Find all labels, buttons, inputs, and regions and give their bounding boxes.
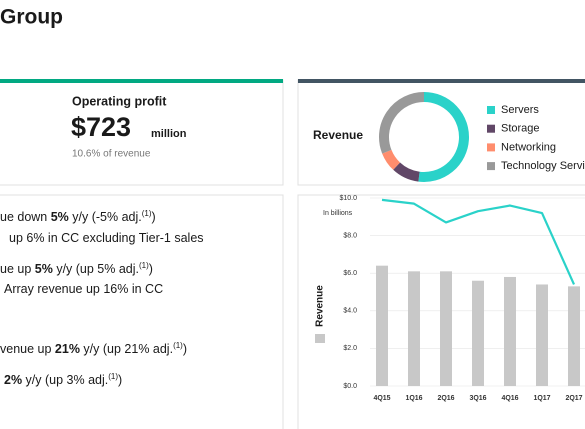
text: ) bbox=[152, 210, 156, 224]
kpi-label: Operating profit bbox=[72, 94, 167, 108]
x-tick-label: 1Q16 bbox=[405, 395, 422, 402]
kpi-value: $723 bbox=[71, 112, 131, 142]
text: y/y (up 21% adj. bbox=[80, 342, 173, 356]
bullet-line: up 6% in CC excluding Tier-1 sales bbox=[9, 231, 204, 245]
donut-title: Revenue bbox=[313, 128, 363, 142]
text: 2% bbox=[4, 373, 22, 387]
text: Array revenue up 16% in CC bbox=[4, 282, 163, 296]
donut-segment bbox=[379, 92, 425, 154]
text: ue down bbox=[0, 210, 51, 224]
bar bbox=[504, 276, 516, 386]
text: ) bbox=[183, 342, 187, 356]
panel bbox=[0, 194, 284, 429]
y-axis-label: Revenue bbox=[315, 285, 326, 327]
bar bbox=[568, 286, 580, 386]
panel bbox=[0, 79, 284, 186]
legend-label: Networking bbox=[501, 141, 556, 153]
text: ) bbox=[149, 262, 153, 276]
bar bbox=[376, 265, 388, 386]
superscript: (1) bbox=[108, 372, 118, 381]
text: ue up bbox=[0, 262, 35, 276]
text: 21% bbox=[55, 342, 80, 356]
legend-swatch bbox=[315, 334, 325, 343]
y-tick-label: $8.0 bbox=[343, 232, 357, 239]
page-title: Group bbox=[0, 6, 63, 29]
legend-label: Servers bbox=[501, 104, 539, 116]
donut-segment bbox=[418, 92, 469, 182]
kpi-note: 10.6% of revenue bbox=[72, 149, 151, 160]
text: 5% bbox=[35, 262, 53, 276]
kpi-unit: million bbox=[151, 128, 187, 140]
bar bbox=[440, 271, 452, 386]
y-tick-label: $10.0 bbox=[339, 195, 357, 202]
bar bbox=[472, 280, 484, 386]
text: up 6% in CC excluding Tier-1 sales bbox=[9, 231, 204, 245]
superscript: (1) bbox=[142, 209, 152, 218]
bullet-line: 2% y/y (up 3% adj.(1)) bbox=[4, 372, 122, 387]
text: y/y (-5% adj. bbox=[69, 210, 142, 224]
x-tick-label: 3Q16 bbox=[469, 395, 486, 402]
x-tick-label: 1Q17 bbox=[533, 395, 550, 402]
line bbox=[381, 198, 576, 285]
legend-label: Technology Services bbox=[501, 160, 585, 172]
legend-swatch bbox=[487, 143, 495, 152]
legend-swatch bbox=[487, 106, 495, 114]
y-tick-label: $4.0 bbox=[343, 308, 357, 315]
bullet-line: Array revenue up 16% in CC bbox=[4, 282, 163, 296]
x-tick-label: 4Q15 bbox=[373, 395, 390, 402]
x-tick-label: 2Q16 bbox=[437, 395, 454, 402]
legend-swatch bbox=[487, 162, 495, 171]
x-tick-label: 2Q17 bbox=[565, 395, 582, 402]
legend-swatch bbox=[487, 124, 495, 133]
bullet-line: venue up 21% y/y (up 21% adj.(1)) bbox=[0, 341, 187, 356]
text: 5% bbox=[51, 210, 69, 224]
bullet-line: ue down 5% y/y (-5% adj.(1)) bbox=[0, 209, 156, 224]
bar bbox=[536, 284, 548, 386]
superscript: (1) bbox=[173, 341, 183, 350]
x-tick-label: 4Q16 bbox=[501, 395, 518, 402]
text: venue up bbox=[0, 342, 55, 356]
legend-label: Storage bbox=[501, 123, 540, 135]
y-tick-label: $6.0 bbox=[343, 270, 357, 277]
donut-segment bbox=[382, 149, 401, 170]
unit-label: In billions bbox=[323, 210, 353, 217]
panel-accent bbox=[298, 79, 585, 83]
bullet-line: ue up 5% y/y (up 5% adj.(1)) bbox=[0, 261, 153, 276]
text: y/y (up 5% adj. bbox=[53, 262, 139, 276]
panel-accent bbox=[0, 79, 283, 83]
text: ) bbox=[118, 373, 122, 387]
bar bbox=[408, 271, 420, 386]
y-tick-label: $2.0 bbox=[343, 345, 357, 352]
donut-segment bbox=[393, 162, 420, 182]
superscript: (1) bbox=[139, 261, 149, 270]
y-tick-label: $0.0 bbox=[343, 383, 357, 390]
text: y/y (up 3% adj. bbox=[22, 373, 108, 387]
